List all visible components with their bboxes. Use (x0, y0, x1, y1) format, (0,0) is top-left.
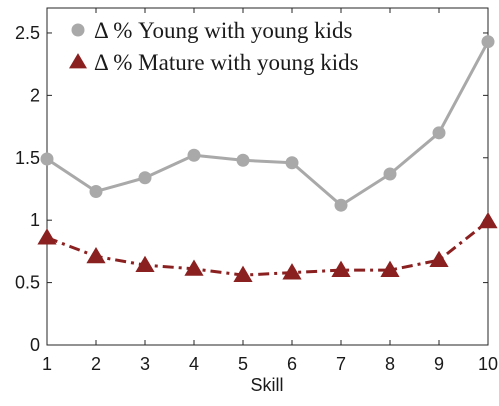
series-1-point (40, 152, 54, 166)
y-tick-label: 0 (30, 335, 40, 355)
series-2-point (135, 255, 155, 272)
series-layer (37, 35, 498, 282)
series-2-point (37, 228, 57, 245)
legend-marker-triangle (69, 53, 87, 69)
y-tick-label: 2 (30, 85, 40, 105)
series-2-point (331, 260, 351, 277)
series-1-point (187, 148, 201, 162)
legend-entry-1: Δ % Young with young kids (94, 18, 353, 43)
x-axis-label: Skill (250, 375, 283, 395)
series-2-point (282, 263, 302, 280)
x-tick-label: 8 (385, 354, 395, 374)
series-2-point (233, 265, 253, 282)
series-1-point (89, 184, 103, 198)
series-1-point (334, 198, 348, 212)
legend-entry-2: Δ % Mature with young kids (94, 50, 359, 75)
x-tick-label: 6 (287, 354, 297, 374)
series-1-point (236, 153, 250, 167)
axes: 1 2 3 4 5 6 7 8 9 10 0 0.5 1 1.5 2 2.5 (15, 7, 498, 374)
x-tick-label: 7 (336, 354, 346, 374)
legend: Δ % Young with young kids Δ % Mature with… (69, 18, 359, 75)
series-line-2 (46, 220, 489, 277)
series-2-point (86, 246, 106, 264)
x-tick-label: 10 (478, 354, 498, 374)
y-tick-label: 2.5 (15, 23, 40, 43)
x-tick-label: 4 (189, 354, 199, 374)
series-1-point (383, 167, 397, 181)
x-tick-label: 9 (434, 354, 444, 374)
y-tick-label: 1.5 (15, 148, 40, 168)
plot-frame (46, 7, 489, 346)
series-1-point (481, 35, 495, 49)
series-2-point (184, 259, 204, 276)
series-line-1 (46, 40, 490, 207)
y-tick-label: 1 (30, 210, 40, 230)
series-2-point (429, 250, 449, 267)
series-1-point (432, 126, 446, 140)
x-tick-label: 2 (91, 354, 101, 374)
x-tick-label: 3 (140, 354, 150, 374)
legend-marker-circle (71, 23, 85, 37)
series-2-point (478, 212, 498, 229)
y-tick-label: 0.5 (15, 273, 40, 293)
series-2-point (380, 260, 400, 277)
series-1-point (138, 171, 152, 185)
x-tick-label: 5 (238, 354, 248, 374)
x-tick-label: 1 (42, 354, 52, 374)
series-1-point (285, 156, 299, 170)
